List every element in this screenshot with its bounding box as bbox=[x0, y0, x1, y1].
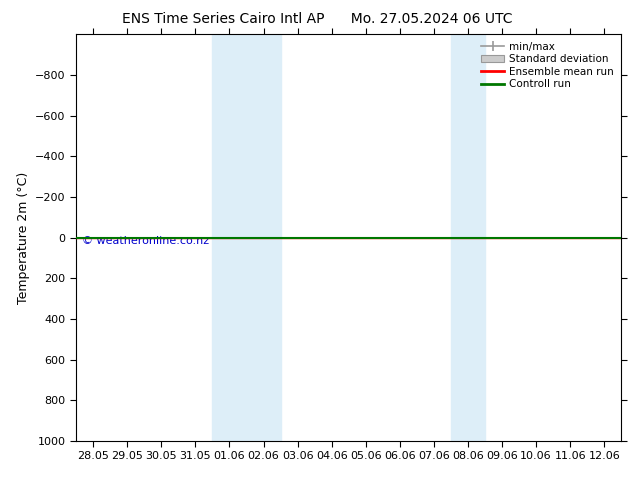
Text: ENS Time Series Cairo Intl AP      Mo. 27.05.2024 06 UTC: ENS Time Series Cairo Intl AP Mo. 27.05.… bbox=[122, 12, 512, 26]
Y-axis label: Temperature 2m (°C): Temperature 2m (°C) bbox=[16, 172, 30, 304]
Text: © weatheronline.co.nz: © weatheronline.co.nz bbox=[82, 236, 209, 245]
Bar bbox=[212, 34, 280, 441]
Legend: min/max, Standard deviation, Ensemble mean run, Controll run: min/max, Standard deviation, Ensemble me… bbox=[477, 37, 618, 94]
Bar bbox=[451, 34, 485, 441]
